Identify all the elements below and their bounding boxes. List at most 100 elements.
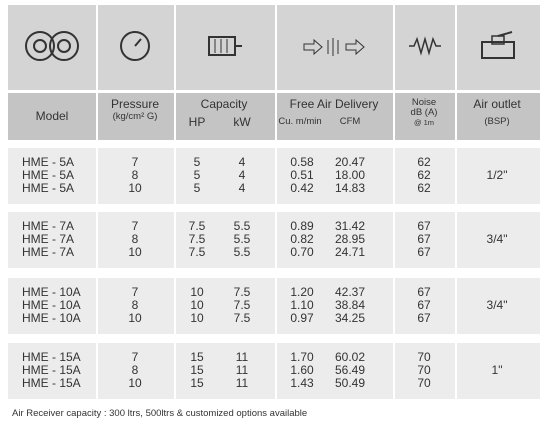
icon-row — [8, 5, 540, 90]
column-separator — [96, 5, 98, 405]
table-cell: 18.00 — [334, 168, 366, 182]
table-cell: 20.47 — [334, 155, 366, 169]
table-cell: 1.43 — [290, 376, 314, 390]
header-cell: Noise — [411, 97, 437, 108]
valve-icon — [481, 31, 515, 59]
table-cell: 0.89 — [290, 219, 314, 233]
table-cell: 7.5 — [233, 298, 251, 312]
table-cell: 1.10 — [290, 298, 314, 312]
table-cell: 1.20 — [290, 285, 314, 299]
table-cell: 62 — [417, 155, 431, 169]
table-cell: 38.84 — [334, 298, 366, 312]
motor-icon — [208, 36, 242, 56]
table-cell: 10 — [128, 245, 142, 259]
pump-icon — [25, 31, 79, 61]
table-cell: 14.83 — [334, 181, 366, 195]
table-cell: HME - 7A — [22, 219, 75, 233]
table-cell: HME - 5A — [22, 155, 75, 169]
table-cell: 8 — [131, 232, 139, 246]
table-cell: 7 — [131, 155, 139, 169]
noise-icon — [409, 36, 441, 56]
table-cell: 24.71 — [334, 245, 366, 259]
table-cell: 0.70 — [290, 245, 314, 259]
table-cell: 11 — [235, 376, 249, 390]
table-cell: 15 — [190, 376, 204, 390]
header-cell: Model — [35, 109, 69, 123]
header-cell: Free Air Delivery — [289, 97, 379, 111]
header-cell: Cu. m/min — [278, 116, 322, 127]
table-cell: 62 — [417, 181, 431, 195]
table-cell: 4 — [238, 168, 246, 182]
table-cell: 7.5 — [233, 311, 251, 325]
header-cell: @ 1m — [413, 118, 435, 127]
table-cell: 67 — [417, 219, 431, 233]
table-cell: 15 — [190, 363, 204, 377]
table-cell: HME - 10A — [22, 285, 81, 299]
table-cell: 62 — [417, 168, 431, 182]
table-cell: 8 — [131, 363, 139, 377]
table-cell: 1.60 — [290, 363, 314, 377]
table-cell: 67 — [417, 298, 431, 312]
table-cell: 5.5 — [233, 219, 251, 233]
table-cell: 56.49 — [334, 363, 366, 377]
table-cell: 60.02 — [334, 350, 366, 364]
table-cell: 15 — [190, 350, 204, 364]
header-cell: Capacity — [200, 97, 248, 111]
table-cell: 10 — [190, 311, 204, 325]
table-cell: HME - 10A — [22, 298, 81, 312]
table-cell: 0.58 — [290, 155, 314, 169]
table-cell: 67 — [417, 232, 431, 246]
table-cell: 5 — [193, 168, 201, 182]
table-cell: 11 — [235, 350, 249, 364]
table-cell: 70 — [417, 350, 431, 364]
table-cell: 7 — [131, 219, 139, 233]
table-cell: 0.82 — [290, 232, 314, 246]
table-cell: HME - 5A — [22, 181, 75, 195]
table-cell: HME - 15A — [22, 363, 81, 377]
group-background — [8, 343, 540, 399]
table-cell: 10 — [128, 376, 142, 390]
table-cell: 4 — [238, 155, 246, 169]
table-cell: 7.5 — [188, 219, 206, 233]
table-cell: HME - 5A — [22, 168, 75, 182]
table-cell: 70 — [417, 376, 431, 390]
column-separator — [174, 5, 176, 405]
table-cell: 42.37 — [334, 285, 366, 299]
table-cell: 5 — [193, 181, 201, 195]
table-cell: HME - 15A — [22, 350, 81, 364]
footer-note: Air Receiver capacity : 300 ltrs, 500ltr… — [12, 408, 308, 419]
table-cell: 10 — [190, 285, 204, 299]
table-cell: 0.97 — [290, 311, 314, 325]
outlet-cell: 1" — [491, 363, 503, 377]
table-cell: 7.5 — [188, 245, 206, 259]
column-separator — [393, 5, 395, 405]
outlet-cell: 1/2" — [486, 168, 508, 182]
table-cell: 7.5 — [233, 285, 251, 299]
airflow-icon — [303, 38, 365, 56]
header-cell: HP — [188, 115, 206, 129]
table-cell: 4 — [238, 181, 246, 195]
outlet-cell: 3/4" — [486, 298, 508, 312]
table-cell: HME - 10A — [22, 311, 81, 325]
table-cell: 70 — [417, 363, 431, 377]
table-cell: 34.25 — [334, 311, 366, 325]
group-background — [8, 278, 540, 334]
header-cell: kW — [233, 115, 251, 129]
header-row — [8, 93, 540, 140]
table-cell: 67 — [417, 245, 431, 259]
table-cell: 7.5 — [188, 232, 206, 246]
table-cell: 5 — [193, 155, 201, 169]
table-cell: 8 — [131, 168, 139, 182]
table-cell: 10 — [128, 181, 142, 195]
table-cell: 5.5 — [233, 232, 251, 246]
table-cell: HME - 7A — [22, 245, 75, 259]
table-cell: 7 — [131, 285, 139, 299]
gauge-icon — [120, 31, 150, 61]
table-cell: 67 — [417, 311, 431, 325]
header-cell: dB (A) — [410, 107, 438, 118]
table-cell: 7 — [131, 350, 139, 364]
table-cell: 28.95 — [334, 232, 366, 246]
header-cell: CFM — [339, 116, 361, 127]
table-cell: HME - 15A — [22, 376, 81, 390]
header-cell: Pressure — [110, 97, 160, 111]
